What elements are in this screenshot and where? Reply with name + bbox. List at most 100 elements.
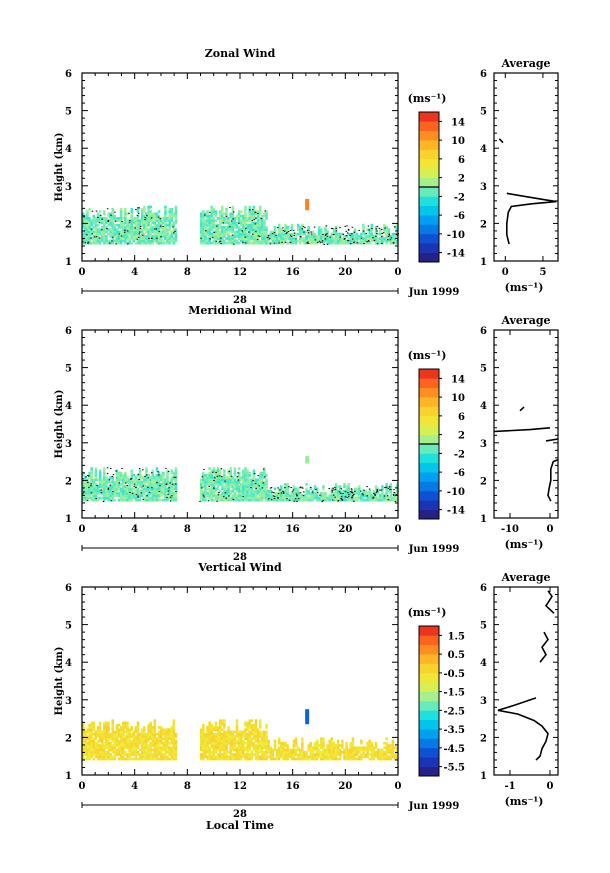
data-cell <box>202 746 205 750</box>
data-cell <box>86 737 89 741</box>
contour-mark <box>91 233 94 235</box>
data-cell <box>231 478 235 482</box>
data-cell <box>143 750 146 754</box>
data-cell <box>269 748 272 752</box>
contour-mark <box>173 232 175 234</box>
data-cell <box>258 232 262 236</box>
data-cell <box>202 492 205 495</box>
data-cell <box>166 741 169 745</box>
data-cell <box>145 478 148 482</box>
data-cell <box>355 237 359 240</box>
colorbar-tick-label: -10 <box>447 230 465 241</box>
contour-mark <box>100 489 102 491</box>
data-cell <box>252 230 256 234</box>
data-cell <box>320 237 323 240</box>
data-cell <box>155 492 159 495</box>
data-cell <box>227 239 230 243</box>
data-cell <box>326 237 329 240</box>
data-cell <box>315 489 319 493</box>
contour-mark <box>351 238 354 240</box>
data-cell <box>286 494 289 497</box>
data-cell <box>229 498 232 502</box>
data-cell <box>393 239 397 243</box>
data-cell <box>242 485 245 488</box>
contour-mark <box>254 223 257 225</box>
data-cell <box>307 232 310 236</box>
data-cell <box>122 476 125 479</box>
data-cell <box>128 737 131 741</box>
data-cell <box>138 732 142 736</box>
data-cell <box>221 228 224 231</box>
contour-mark <box>381 233 384 235</box>
data-cell <box>105 494 108 497</box>
data-cell <box>94 489 98 493</box>
data-cell <box>315 755 319 759</box>
contour-mark <box>115 470 117 472</box>
data-cell <box>151 730 155 734</box>
data-cell <box>166 737 169 741</box>
data-cell <box>221 737 224 741</box>
data-cell <box>92 496 96 500</box>
data-cell <box>130 757 133 761</box>
data-cell <box>240 757 243 761</box>
data-cell <box>258 487 262 491</box>
data-cell <box>214 230 218 234</box>
data-cell <box>265 232 268 236</box>
data-cell <box>320 741 323 745</box>
data-cell <box>143 741 146 745</box>
data-cell <box>265 735 268 738</box>
data-cell <box>370 223 374 227</box>
data-cell <box>286 753 289 756</box>
data-cell <box>157 744 161 747</box>
contour-mark <box>356 242 359 244</box>
panel-title: Meridional Wind <box>188 304 292 317</box>
data-cell <box>265 228 268 231</box>
data-cell <box>246 487 249 491</box>
data-cell <box>208 230 211 234</box>
data-cell <box>353 757 357 761</box>
data-cell <box>313 492 317 495</box>
data-cell <box>221 496 224 500</box>
data-cell <box>231 732 235 736</box>
contour-mark <box>248 231 250 233</box>
data-cell <box>138 219 142 222</box>
data-cell <box>265 474 268 477</box>
data-cell <box>111 750 114 754</box>
data-cell <box>100 480 104 484</box>
data-cell <box>298 750 302 754</box>
data-cell <box>242 739 245 743</box>
data-cell <box>250 478 254 482</box>
data-cell <box>98 239 102 243</box>
data-cell <box>210 753 214 756</box>
data-cell <box>309 235 313 238</box>
contour-mark <box>147 486 149 488</box>
data-cell <box>147 214 150 218</box>
data-cell <box>267 498 270 502</box>
data-cell <box>307 744 310 747</box>
data-cell <box>136 480 140 484</box>
data-cell <box>88 471 91 475</box>
data-cell <box>214 219 218 222</box>
data-cell <box>111 730 114 734</box>
data-cell <box>261 748 264 752</box>
data-cell <box>256 241 260 245</box>
data-cell <box>117 230 121 234</box>
x-tick-label: 0 <box>79 267 86 278</box>
data-cell <box>84 737 87 741</box>
data-cell <box>122 489 125 493</box>
data-cell <box>155 235 159 238</box>
contour-mark <box>258 235 261 237</box>
data-cell <box>153 226 157 229</box>
data-cell <box>258 741 262 745</box>
data-cell <box>214 214 218 218</box>
data-cell <box>164 205 167 209</box>
data-cell <box>206 214 209 218</box>
data-cell <box>145 228 148 231</box>
data-cell <box>326 750 329 754</box>
data-cell <box>250 214 254 218</box>
data-cell <box>349 492 353 495</box>
data-cell <box>147 232 150 236</box>
data-cell <box>286 755 289 759</box>
data-cell <box>105 230 108 234</box>
x-tick-label: 8 <box>184 524 191 535</box>
